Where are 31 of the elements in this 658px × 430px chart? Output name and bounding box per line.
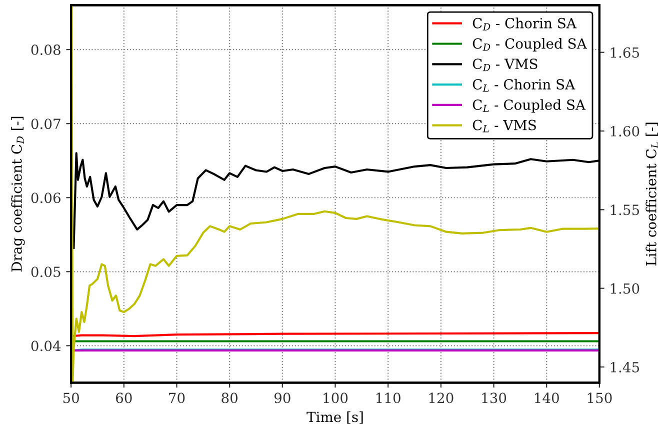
x-tick-label: 70: [169, 392, 185, 404]
legend-label: C$_{L}$ - VMS: [472, 120, 536, 132]
legend-label: C$_{L}$ - Chorin SA: [472, 78, 576, 92]
y-tick-label: 0.06: [31, 192, 60, 204]
x-tick-label: 120: [429, 392, 454, 404]
y-tick-label: 0.07: [31, 118, 60, 130]
x-tick-label: 60: [116, 392, 132, 404]
x-tick-label: 80: [222, 392, 238, 404]
y-tick-label: 0.04: [31, 340, 61, 352]
x-tick-label: 150: [588, 392, 612, 404]
y2-tick-label: 1.45: [610, 362, 640, 372]
y2-tick-label: 1.55: [610, 204, 640, 216]
y-tick-label: 0.08: [31, 44, 60, 56]
x-tick-label: 130: [482, 392, 506, 404]
legend-label: C$_{L}$ - Coupled SA: [472, 99, 586, 113]
y-axis-title: Drag coefficient C$_{D}$ [-]: [11, 116, 25, 272]
legend-label: C$_{D}$ - VMS: [472, 58, 538, 72]
legend-label: C$_{D}$ - Chorin SA: [472, 18, 577, 30]
x-tick-label: 100: [324, 392, 348, 404]
x-tick-label: 50: [63, 392, 79, 404]
y2-tick-label: 1.50: [610, 283, 640, 294]
y2-tick-label: 1.60: [610, 126, 640, 136]
legend-label: C$_{D}$ - Coupled SA: [472, 38, 587, 52]
line-series: [71, 5, 600, 383]
x-tick-label: 90: [274, 392, 290, 404]
x-tick-label: 110: [376, 392, 400, 404]
x-tick-label: 140: [535, 392, 559, 404]
x-axis-title: Time [s]: [306, 411, 363, 424]
y-tick-label: 0.05: [31, 266, 60, 278]
y2-axis-title: Lift coefficient C$_{L}$ [-]: [646, 122, 658, 266]
y2-tick-label: 1.65: [610, 47, 640, 58]
